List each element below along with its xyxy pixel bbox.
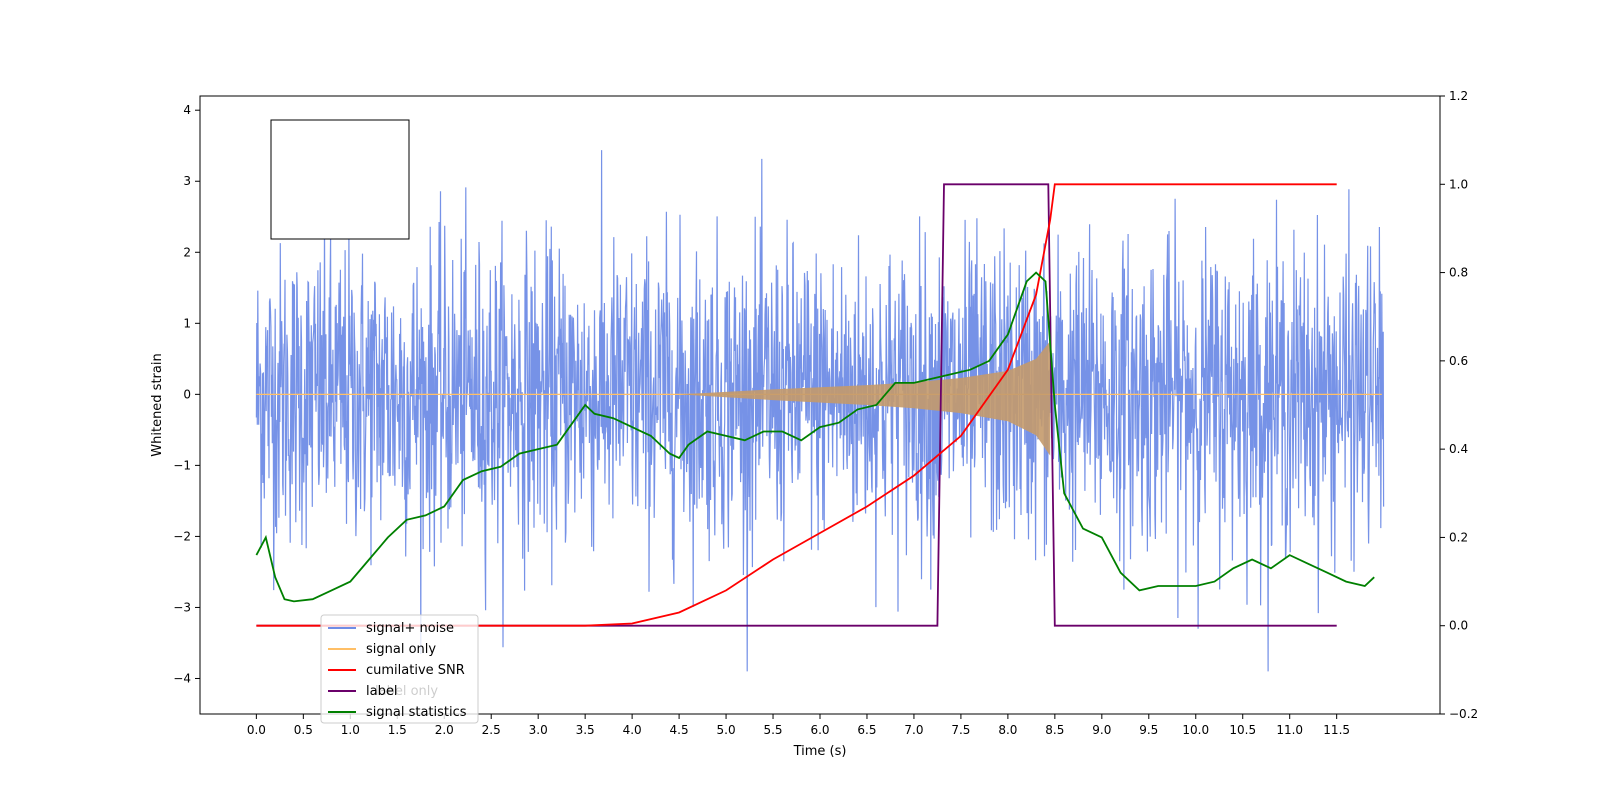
series-signal-only-chirp: [679, 341, 1051, 456]
y-tick-label: 1: [183, 316, 191, 330]
x-tick-label: 4.5: [670, 723, 689, 737]
x-tick-label: 10.0: [1182, 723, 1209, 737]
x-tick-label: 8.5: [1045, 723, 1064, 737]
x-tick-label: 11.5: [1323, 723, 1350, 737]
x-tick-label: 2.5: [482, 723, 501, 737]
y-tick-label: −1: [173, 458, 191, 472]
y-tick-label: 3: [183, 174, 191, 188]
x-axis-label: Time (s): [793, 744, 847, 759]
legend-label: signal statistics: [366, 705, 467, 720]
series-signal-statistics: [255, 271, 1375, 603]
y-tick-label: −3: [173, 600, 191, 614]
y2-tick-label: 1.2: [1449, 89, 1468, 103]
annotation-box: SNRopt=10.85Mc=6.77SNRMF=[10.54]CSNR=10.…: [270, 119, 410, 240]
legend-label: signal+ noise: [366, 621, 454, 636]
x-tick-label: 9.0: [1092, 723, 1111, 737]
x-tick-label: 2.0: [435, 723, 454, 737]
legend-frame: [320, 614, 479, 724]
ticks: 0.0 0.5 1.0 1.5 2.0 2.5 3.0 3.5 4.0 4.5 5.0 5.5 6.0 6…: [173, 89, 1478, 737]
y-tick-label: 2: [183, 245, 191, 259]
y-axis-label: Whitened strain: [150, 353, 165, 456]
x-tick-label: 9.5: [1139, 723, 1158, 737]
series-label: [256, 183, 1337, 627]
legend-label: label: [366, 684, 397, 699]
x-tick-label: 3.5: [576, 723, 595, 737]
x-tick-label: 8.0: [998, 723, 1017, 737]
x-tick-label: 6.0: [810, 723, 829, 737]
legend-hidden-text: label only: [375, 684, 438, 699]
y2-tick-label: 0.8: [1449, 266, 1468, 280]
y2-tick-label: 0.4: [1449, 442, 1468, 456]
legend: label only signal+ noise signal only cumila…: [320, 614, 479, 724]
legend-label: signal only: [366, 642, 436, 657]
y-tick-label: −2: [173, 529, 191, 543]
x-tick-label: 7.0: [904, 723, 923, 737]
x-tick-label: 6.5: [857, 723, 876, 737]
y-tick-label: −4: [173, 671, 191, 685]
series-cumulative-snr: [256, 183, 1337, 627]
y-tick-label: 0: [183, 387, 191, 401]
y2-tick-label: −0.2: [1449, 707, 1478, 721]
x-tick-label: 10.5: [1229, 723, 1256, 737]
x-tick-label: 5.5: [763, 723, 782, 737]
x-tick-label: 5.0: [717, 723, 736, 737]
plot-area: [255, 150, 1385, 672]
x-tick-label: 11.0: [1276, 723, 1303, 737]
y-tick-label: 4: [183, 103, 191, 117]
y2-tick-label: 0.2: [1449, 530, 1468, 544]
legend-label: cumilative SNR: [366, 663, 465, 678]
y2-tick-label: 0.0: [1449, 619, 1468, 633]
series-signal-noise: [255, 150, 1385, 672]
x-tick-label: 0.0: [247, 723, 266, 737]
y2-tick-label: 0.6: [1449, 354, 1468, 368]
y2-tick-label: 1.0: [1449, 177, 1468, 191]
x-tick-label: 1.5: [388, 723, 407, 737]
x-tick-label: 0.5: [294, 723, 313, 737]
x-tick-label: 3.0: [529, 723, 548, 737]
x-tick-label: 7.5: [951, 723, 970, 737]
x-tick-label: 4.0: [623, 723, 642, 737]
x-tick-label: 1.0: [341, 723, 360, 737]
